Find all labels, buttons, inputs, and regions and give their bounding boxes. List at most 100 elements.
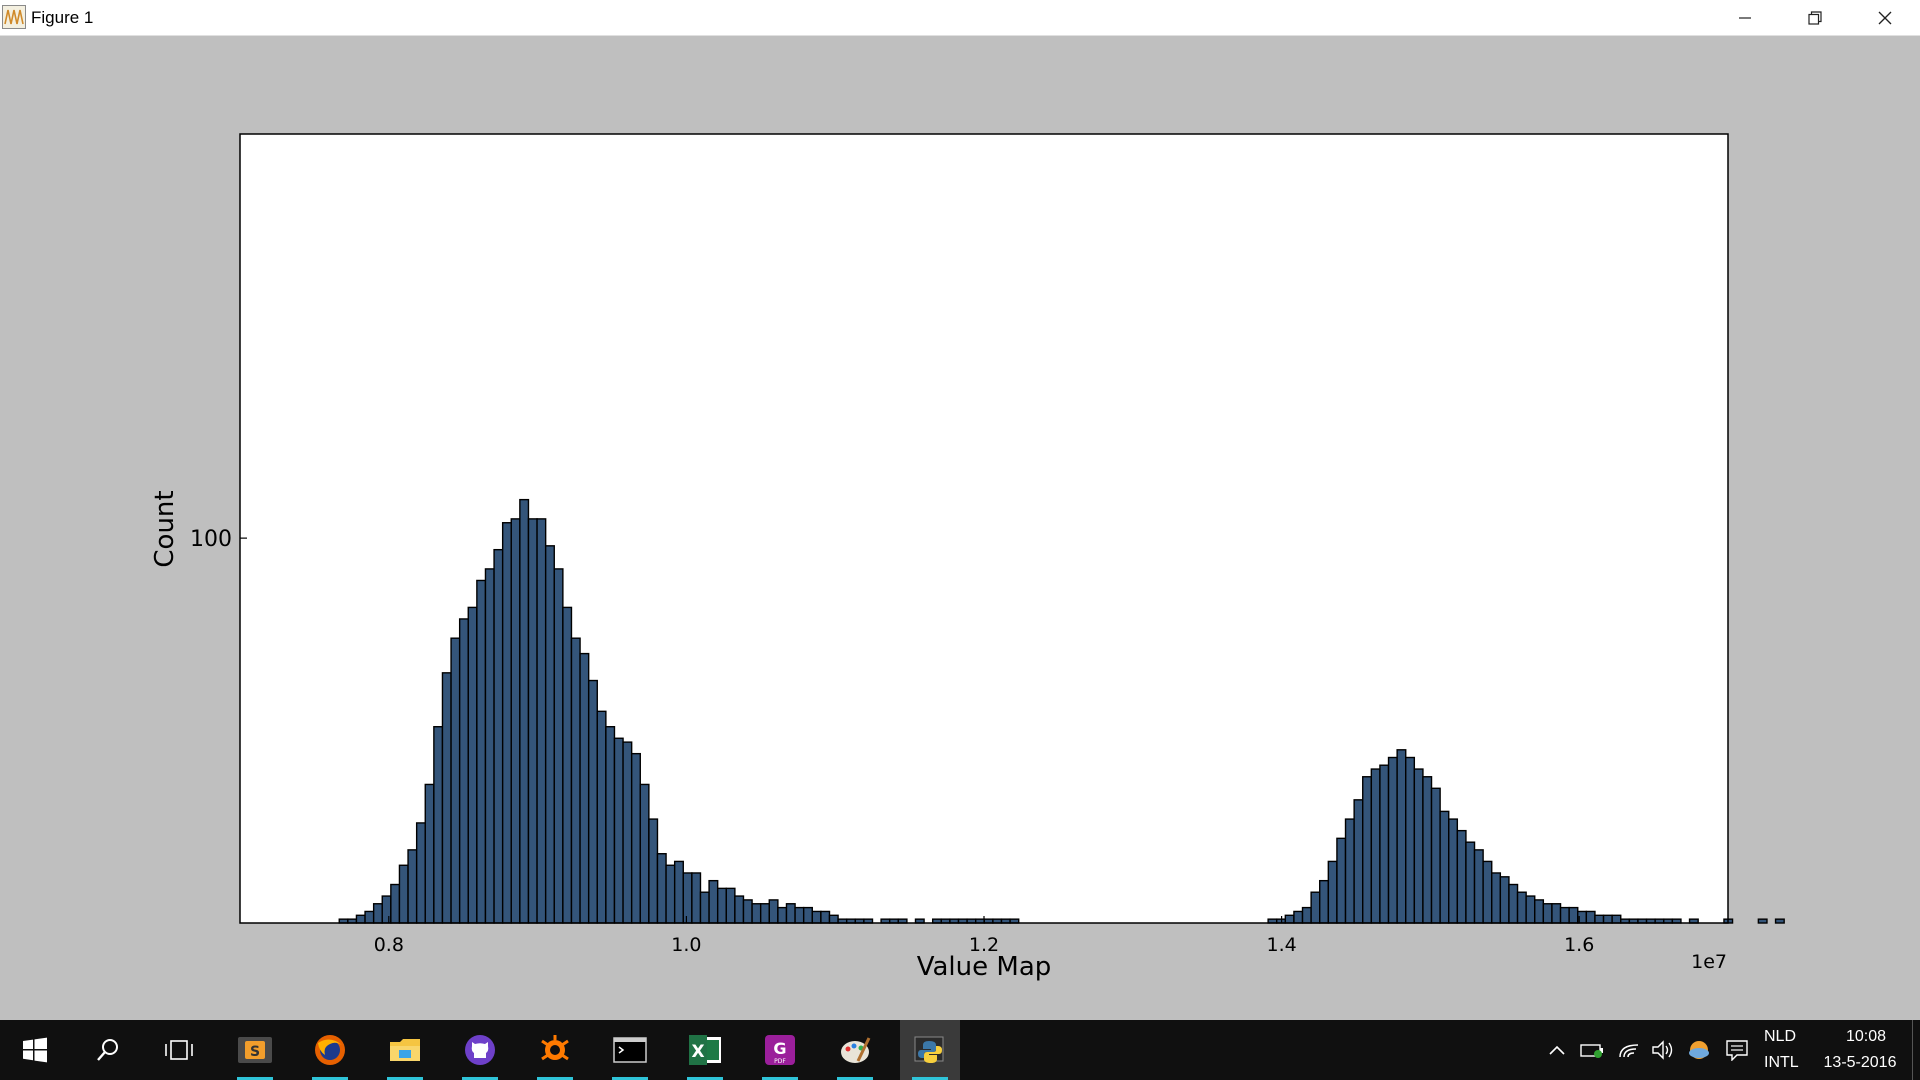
histogram-bar (1310, 891, 1321, 924)
histogram-bar (355, 914, 366, 924)
histogram-bar (1465, 841, 1476, 924)
histogram-bar (742, 899, 753, 924)
histogram-bar (1568, 906, 1579, 924)
histogram-bar (553, 568, 564, 924)
histogram-bar (622, 741, 633, 924)
weather-tray-button[interactable] (1686, 1038, 1712, 1062)
volume-tray-button[interactable] (1650, 1038, 1676, 1062)
histogram-bar (1448, 818, 1459, 924)
histogram-bar (519, 498, 530, 924)
histogram-bar (570, 637, 581, 924)
x-tick-label: 1.6 (1564, 934, 1594, 956)
window-titlebar: Figure 1 (0, 0, 1920, 36)
histogram-bar (630, 752, 641, 924)
file-explorer-icon (390, 1039, 420, 1061)
restore-button[interactable] (1780, 0, 1850, 35)
taskbar-app-paint[interactable] (825, 1020, 885, 1080)
histogram-bar (665, 864, 676, 924)
task-view-icon (165, 1040, 193, 1060)
taskbar-app-avast[interactable] (525, 1020, 585, 1080)
histogram-bar (1551, 903, 1562, 924)
histogram-bar (1396, 749, 1407, 924)
wifi-tray-button[interactable] (1616, 1038, 1642, 1062)
minimize-button[interactable] (1710, 0, 1780, 35)
sublime-text-icon: S (238, 1037, 272, 1063)
show-hidden-icons-button[interactable] (1544, 1038, 1570, 1062)
taskbar-app-github[interactable] (450, 1020, 510, 1080)
histogram-bar (1757, 918, 1768, 924)
svg-text:X: X (691, 1042, 704, 1062)
histogram-bar (1301, 906, 1312, 924)
histogram-bar (699, 891, 710, 924)
figure-canvas: 0.8 1.0 1.2 1.4 1.6 100 Value Map Count 1e7 (0, 36, 1920, 1020)
histogram-bar (777, 906, 788, 924)
histogram-bar (785, 903, 796, 924)
taskbar-app-firefox[interactable] (300, 1020, 360, 1080)
language-indicator-top[interactable]: NLD (1764, 1028, 1797, 1045)
search-button[interactable] (78, 1020, 138, 1080)
histogram-bar (1353, 799, 1364, 924)
close-button[interactable] (1850, 0, 1920, 35)
x-tick-label: 0.8 (374, 934, 404, 956)
histogram-bar (1405, 756, 1416, 924)
start-button[interactable] (5, 1020, 65, 1080)
histogram-bar (476, 579, 487, 924)
volume-icon (1652, 1040, 1673, 1060)
histogram-bar (1370, 768, 1381, 924)
x-tick-label: 1.0 (671, 934, 701, 956)
excel-icon: X (689, 1035, 721, 1065)
restore-icon (1808, 10, 1822, 25)
histogram-bar (415, 822, 426, 924)
y-tick-label: 100 (190, 527, 232, 552)
clock-time[interactable]: 10:08 (1845, 1028, 1887, 1045)
histogram-bar (682, 872, 693, 924)
histogram-bar (605, 726, 616, 924)
taskbar-app-terminal[interactable] (600, 1020, 660, 1080)
histogram-bar (1387, 756, 1398, 924)
histogram-bar (1602, 914, 1613, 924)
taskbar-app-python[interactable] (900, 1020, 960, 1080)
histogram-bar (751, 903, 762, 924)
taskbar-app-sublime[interactable]: S (225, 1020, 285, 1080)
histogram-bar (828, 914, 839, 924)
action-center-button[interactable] (1724, 1038, 1750, 1062)
terminal-icon (613, 1037, 647, 1063)
battery-tray-button[interactable] (1580, 1038, 1606, 1062)
histogram-bar (1482, 860, 1493, 924)
matplotlib-figure-icon (2, 5, 26, 29)
histogram-bar (484, 568, 495, 924)
taskbar-app-pdf[interactable]: G PDF (750, 1020, 810, 1080)
taskbar: S (0, 1020, 1920, 1080)
histogram-bar (1774, 918, 1785, 924)
avast-icon (541, 1035, 569, 1061)
histogram-bar (1611, 914, 1622, 924)
histogram-bar (536, 518, 547, 924)
histogram-bars (338, 498, 1785, 924)
histogram-bar (734, 895, 745, 924)
histogram-bar (613, 737, 624, 924)
histogram-bar (424, 783, 435, 924)
clock-date[interactable]: 13-5-2016 (1823, 1054, 1897, 1071)
taskbar-app-excel[interactable]: X (675, 1020, 735, 1080)
histogram-bar (1534, 899, 1545, 924)
histogram-bar (364, 910, 375, 924)
histogram-bar (398, 864, 409, 924)
histogram-bar (1319, 879, 1330, 924)
show-desktop-button[interactable] (1912, 1020, 1920, 1080)
histogram-bar (820, 910, 831, 924)
paint-icon (841, 1037, 871, 1063)
histogram-bar (587, 679, 598, 924)
taskbar-app-explorer[interactable] (375, 1020, 435, 1080)
histogram-bar (1336, 837, 1347, 924)
histogram-bar (1413, 768, 1424, 924)
histogram-bar (725, 887, 736, 924)
task-view-button[interactable] (149, 1020, 209, 1080)
histogram-bar (501, 522, 512, 924)
histogram-bar (1293, 910, 1304, 924)
histogram-bar (381, 895, 392, 924)
language-indicator-bottom[interactable]: INTL (1764, 1054, 1799, 1071)
histogram-bar (579, 652, 590, 924)
histogram-bar (1491, 872, 1502, 924)
pdf-reader-icon: G PDF (765, 1035, 795, 1065)
x-axis-label: Value Map (917, 952, 1052, 982)
